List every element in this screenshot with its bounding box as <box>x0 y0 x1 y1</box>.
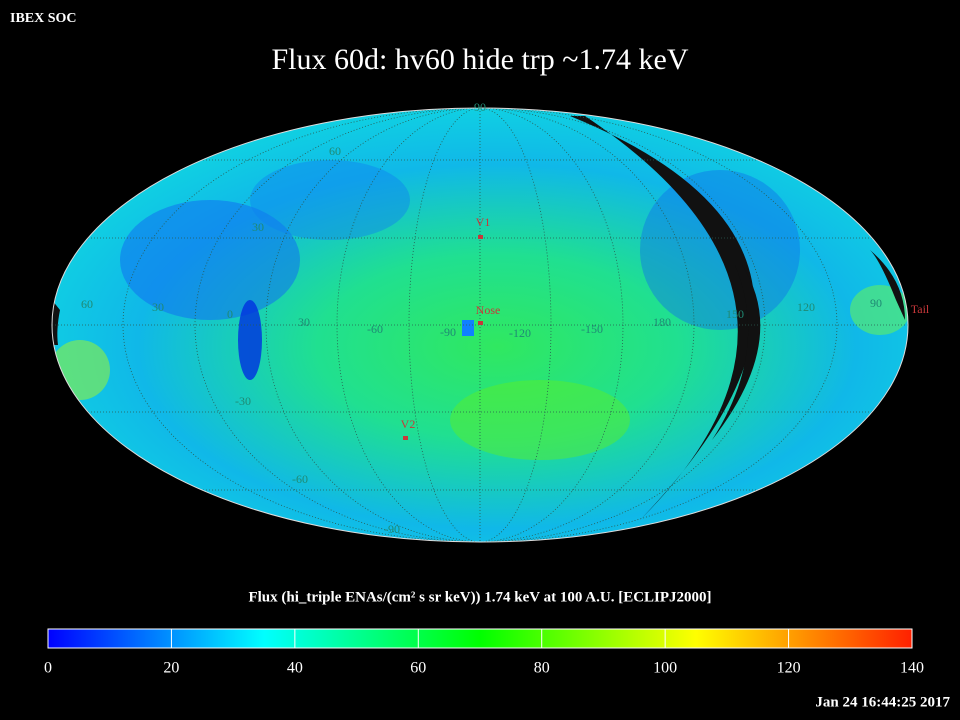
colorbar <box>47 628 913 649</box>
colorbar-tick-label: 100 <box>653 660 677 677</box>
marker-label: V2 <box>401 417 416 431</box>
markers: V1 Nose V2 Tail <box>401 215 930 440</box>
lon-label: 180 <box>653 315 671 329</box>
header: IBEX SOC <box>10 11 77 26</box>
lon-label: -150 <box>581 322 603 336</box>
lon-label: 60 <box>81 297 93 311</box>
lon-label: 150 <box>726 307 744 321</box>
lat-label: 30 <box>252 220 264 234</box>
lon-label: -60 <box>367 322 383 336</box>
map-border <box>51 107 909 543</box>
marker-dot <box>403 436 408 440</box>
lon-label: 90 <box>870 296 882 310</box>
lat-label: -30 <box>235 394 251 408</box>
colorbar-tick-label: 40 <box>287 660 303 677</box>
colorbar-tick-label: 20 <box>163 660 179 677</box>
marker-dot <box>478 321 483 325</box>
lat-label: -60 <box>292 472 308 486</box>
longitude-labels: 60 30 0 30 -60 -90 -120 -150 180 150 120… <box>81 296 882 340</box>
colorbar-tick-label: 60 <box>410 660 426 677</box>
colorbar-tick-label: 120 <box>777 660 801 677</box>
marker-label: Nose <box>476 303 501 317</box>
lon-label: 120 <box>797 300 815 314</box>
timestamp: Jan 24 16:44:25 2017 <box>815 694 950 710</box>
marker-dot <box>478 235 483 239</box>
marker-label: Tail <box>911 302 930 316</box>
lon-label: 30 <box>298 315 310 329</box>
latitude-labels: 90 60 30 -30 -60 -90 <box>235 100 486 536</box>
colorbar-tick-label: 0 <box>44 660 52 677</box>
chart-title: Flux 60d: hv60 hide trp ~1.74 keV <box>271 43 688 76</box>
lon-label: -90 <box>440 325 456 339</box>
lat-label: 60 <box>329 144 341 158</box>
marker-label: V1 <box>476 215 491 229</box>
colorbar-label: Flux (hi_triple ENAs/(cm² s sr keV)) 1.7… <box>248 589 711 605</box>
lon-label: 30 <box>152 300 164 314</box>
colorbar-tick-label: 80 <box>534 660 550 677</box>
lat-label: -90 <box>384 522 400 536</box>
lon-label: -120 <box>509 326 531 340</box>
colorbar-tick-label: 140 <box>900 660 924 677</box>
lat-label: 90 <box>474 100 486 114</box>
lon-label: 0 <box>227 307 233 321</box>
